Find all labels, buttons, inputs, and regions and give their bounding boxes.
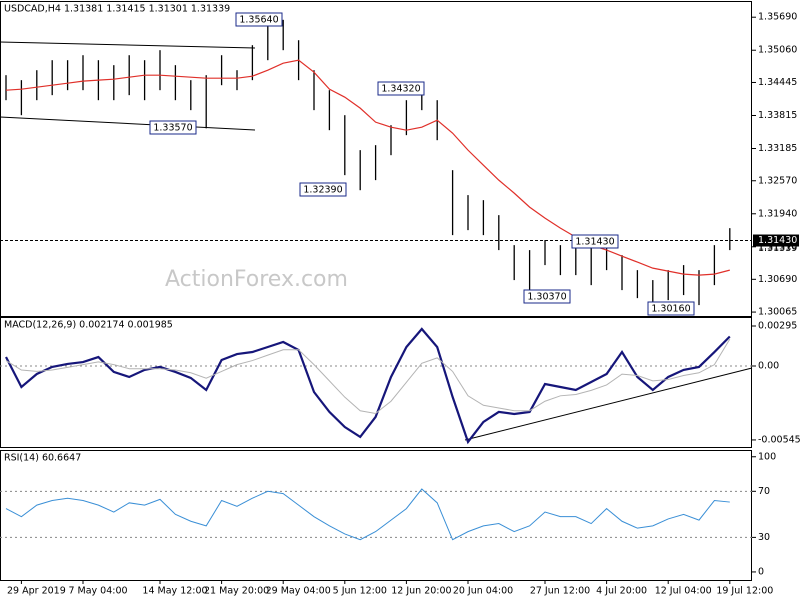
y-tick-label: 1.32570 bbox=[758, 175, 797, 186]
y-tick-label: 0 bbox=[758, 566, 764, 577]
y-tick-label: 0.00295 bbox=[758, 320, 797, 331]
x-tick-label: 14 May 12:00 bbox=[142, 586, 207, 597]
x-tick-label: 5 Jun 12:00 bbox=[333, 586, 387, 597]
y-tick-label: 70 bbox=[758, 486, 770, 497]
y-tick-label: 1.34445 bbox=[758, 77, 797, 88]
y-tick-label: 1.35060 bbox=[758, 45, 797, 56]
y-tick-label: 1.31940 bbox=[758, 208, 797, 219]
annotation-box bbox=[149, 120, 197, 135]
y-tick-label: 1.33815 bbox=[758, 110, 797, 121]
annotation-box bbox=[571, 234, 619, 249]
x-tick-label: 12 Jul 04:00 bbox=[655, 586, 712, 597]
annotation: 1.32390 bbox=[303, 185, 342, 196]
y-tick-label: 1.30065 bbox=[758, 307, 797, 318]
y-tick-label: -0.005455 bbox=[758, 434, 800, 445]
x-tick-label: 29 Apr 2019 bbox=[7, 586, 66, 597]
y-tick-label: 1.30690 bbox=[758, 274, 797, 285]
x-tick-label: 29 May 04:00 bbox=[266, 586, 331, 597]
annotation: 1.33570 bbox=[153, 123, 192, 134]
annotation-box bbox=[235, 12, 283, 27]
channel-bottom bbox=[0, 116, 256, 131]
y-tick-label: 1.33185 bbox=[758, 143, 797, 154]
indicator-line bbox=[5, 488, 730, 541]
macd-trendline bbox=[464, 367, 753, 441]
x-tick-label: 19 Jul 12:00 bbox=[716, 586, 773, 597]
marker-label: 1.31430 bbox=[758, 235, 797, 246]
marker-box bbox=[753, 234, 799, 247]
x-tick-label: 27 Jun 12:00 bbox=[530, 586, 590, 597]
x-tick-label: 20 Jun 04:00 bbox=[453, 586, 513, 597]
y-tick-label: 1.35690 bbox=[758, 12, 797, 23]
annotation: 1.30370 bbox=[527, 292, 566, 303]
annotation-box bbox=[523, 289, 571, 304]
x-tick-label: 4 Jul 20:00 bbox=[596, 586, 647, 597]
x-tick-label: 21 May 20:00 bbox=[204, 586, 269, 597]
annotation: 1.35640 bbox=[239, 15, 278, 26]
rsi-title: RSI(14) 60.6647 bbox=[4, 453, 81, 464]
chart-title: USDCAD,H4 1.31381 1.31415 1.31301 1.3133… bbox=[4, 4, 230, 15]
moving-average bbox=[5, 59, 730, 276]
macd-title: MACD(12,26,9) 0.002174 0.001985 bbox=[4, 320, 173, 331]
macd-frame bbox=[0, 317, 752, 448]
y-tick-label: 30 bbox=[758, 532, 770, 543]
annotation: 1.31430 bbox=[575, 237, 614, 248]
x-tick-label: 7 May 04:00 bbox=[68, 586, 127, 597]
y-tick-label: 0.00 bbox=[758, 360, 779, 371]
annotation-box bbox=[647, 301, 695, 316]
price-frame bbox=[0, 1, 752, 317]
x-tick-label: 12 Jun 20:00 bbox=[391, 586, 451, 597]
rsi-frame bbox=[0, 450, 752, 581]
y-tick-label: 100 bbox=[758, 451, 776, 462]
indicator-line bbox=[5, 327, 731, 445]
y-tick-label: 1.31310 bbox=[758, 241, 797, 252]
annotation-box bbox=[377, 81, 425, 96]
annotation: 1.34320 bbox=[381, 84, 420, 95]
channel-top bbox=[0, 41, 256, 49]
watermark: ActionForex.com bbox=[165, 267, 348, 292]
indicator-line bbox=[5, 338, 731, 414]
last-price-label: 1.31339 bbox=[758, 243, 797, 254]
annotation-box bbox=[299, 182, 347, 197]
annotation: 1.30160 bbox=[651, 304, 690, 315]
